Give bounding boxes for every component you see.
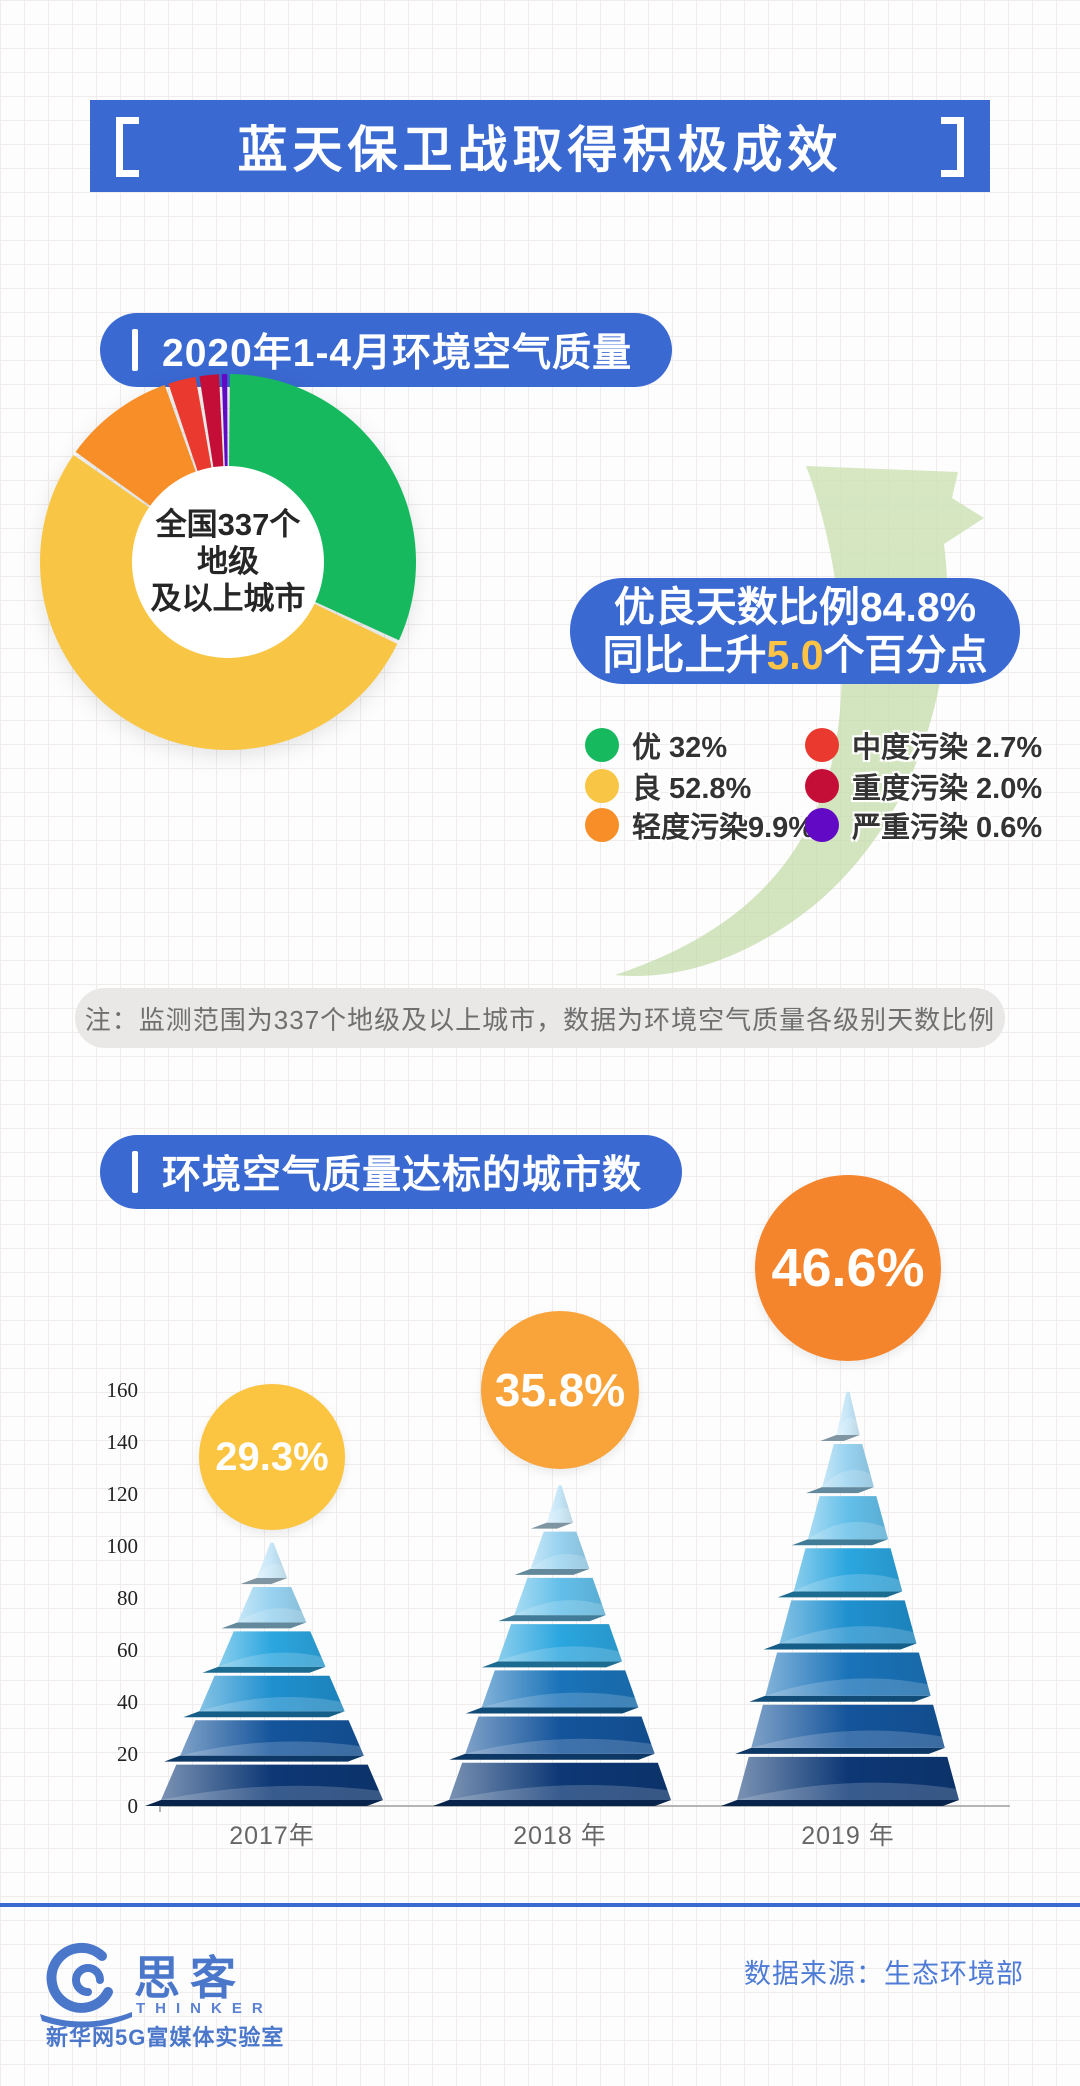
percent-badge-2017年: 29.3%	[199, 1384, 345, 1530]
left-bracket-icon	[116, 117, 139, 177]
percent-badge-2018年: 35.8%	[481, 1311, 639, 1469]
y-tick-label: 140	[107, 1430, 139, 1454]
cities-pyramid-chart: 160 140 120 100 80 60 40 20 0 2017年 2018 年 2019 年	[107, 1378, 1010, 1850]
air-quality-donut-chart	[39, 374, 417, 751]
brand-name-en: THINKER	[136, 2000, 273, 2017]
legend-dot-icon	[805, 808, 839, 842]
x-category-label: 2017年	[229, 1822, 315, 1850]
x-category-label: 2018 年	[513, 1822, 607, 1850]
footer-divider	[0, 1903, 1080, 1907]
pyramid-2018年	[433, 1485, 671, 1806]
heading-bar-icon	[132, 329, 138, 371]
section2-heading: 环境空气质量达标的城市数	[162, 1154, 643, 1197]
data-source: 数据来源：生态环境部	[744, 1959, 1024, 1989]
legend-item-light-pollution: 轻度污染9.9%	[585, 807, 814, 844]
callout-line1: 优良天数比例84.8%	[613, 584, 977, 630]
callout-highlight: 5.0	[766, 632, 824, 678]
brand-subtitle: 新华网5G富媒体实验室	[46, 2025, 285, 2050]
chart-note: 注：监测范围为337个地级及以上城市，数据为环境空气质量各级别天数比例	[75, 988, 1005, 1048]
legend-item-severe-pollution: 严重污染 0.6%	[805, 807, 1042, 844]
y-tick-label: 160	[107, 1378, 139, 1402]
section2-heading-pill: 环境空气质量达标的城市数	[100, 1135, 683, 1209]
legend-item-heavy-pollution: 重度污染 2.0%	[805, 768, 1042, 805]
legend-dot-icon	[585, 808, 619, 842]
pyramid-2019年	[721, 1391, 959, 1806]
thinker-logo-icon	[40, 1942, 132, 2028]
percent-badge-2019年: 46.6%	[755, 1175, 941, 1361]
legend-dot-icon	[585, 728, 619, 762]
legend-item-excellent: 优 32%	[585, 727, 727, 764]
heading-bar-icon	[132, 1151, 138, 1193]
legend-dot-icon	[805, 769, 839, 803]
donut-center-label: 全国337个 地级 及以上城市	[108, 506, 348, 617]
callout-line2: 同比上升5.0个百分点	[602, 632, 988, 678]
legend-item-good: 良 52.8%	[585, 768, 751, 805]
y-tick-label: 20	[117, 1742, 138, 1766]
donut-center-line1: 全国337个	[155, 507, 301, 542]
page-title: 蓝天保卫战取得积极成效	[237, 122, 843, 178]
legend-dot-icon	[805, 728, 839, 762]
donut-center-line2: 地级	[197, 544, 259, 579]
y-tick-label: 120	[107, 1482, 139, 1506]
page-title-banner: 蓝天保卫战取得积极成效	[90, 100, 990, 192]
y-tick-label: 0	[128, 1794, 139, 1818]
donut-center-line3: 及以上城市	[150, 581, 306, 616]
y-tick-label: 40	[117, 1690, 138, 1714]
y-tick-label: 80	[117, 1586, 138, 1610]
section1-heading: 2020年1-4月环境空气质量	[162, 332, 633, 375]
section1-heading-pill: 2020年1-4月环境空气质量	[100, 313, 673, 387]
legend-item-moderate-pollution: 中度污染 2.7%	[805, 727, 1042, 764]
pyramid-2017年	[145, 1542, 383, 1806]
donut-hole	[132, 466, 324, 658]
y-tick-label: 60	[117, 1638, 138, 1662]
brand-name-cn: 思客	[134, 1953, 246, 2004]
right-bracket-icon	[941, 117, 964, 177]
legend-dot-icon	[585, 769, 619, 803]
good-days-callout: 优良天数比例84.8% 同比上升5.0个百分点	[570, 578, 1020, 684]
growth-arrow-icon	[615, 466, 984, 977]
y-tick-label: 100	[107, 1534, 139, 1558]
x-category-label: 2019 年	[801, 1822, 895, 1850]
